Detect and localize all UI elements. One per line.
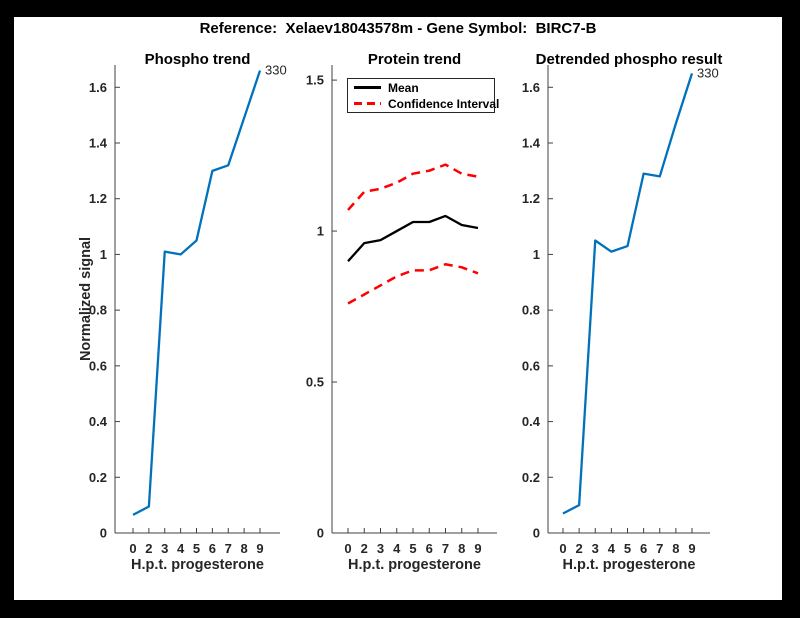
svg-text:8: 8 (241, 541, 248, 556)
legend-box: Mean Confidence Interval (347, 78, 499, 113)
svg-text:1.6: 1.6 (89, 80, 107, 95)
svg-text:0.6: 0.6 (522, 358, 540, 373)
svg-text:0.6: 0.6 (89, 358, 107, 373)
chart-protein-xlabel: H.p.t. progesterone (348, 557, 481, 573)
chart-1-series-mean (347, 214, 479, 263)
svg-text:6: 6 (209, 541, 216, 556)
svg-text:8: 8 (458, 541, 465, 556)
svg-text:9: 9 (688, 541, 695, 556)
svg-text:5: 5 (624, 541, 631, 556)
chart-2-tick-labels: 0 2 3 4 5 6 7 8 900.20.40.60.811.21.41.6 (522, 80, 696, 556)
svg-text:2: 2 (576, 541, 583, 556)
chart-phospho-xlabel: H.p.t. progesterone (131, 557, 264, 573)
legend-ci-line-sample (354, 102, 381, 105)
legend-mean-label: Mean (388, 80, 419, 95)
legend-row-confidence-interval: Confidence Interval (354, 97, 499, 111)
chart-1-axes (331, 65, 497, 534)
svg-text:2: 2 (145, 541, 152, 556)
legend-mean-line-sample (354, 86, 381, 89)
svg-text:5: 5 (193, 541, 200, 556)
svg-text:1.4: 1.4 (89, 136, 108, 151)
legend-row-mean: Mean (354, 80, 488, 95)
svg-text:0: 0 (559, 541, 566, 556)
svg-text:3: 3 (592, 541, 599, 556)
svg-text:6: 6 (640, 541, 647, 556)
svg-text:4: 4 (393, 541, 401, 556)
svg-text:3: 3 (377, 541, 384, 556)
svg-text:0: 0 (317, 526, 324, 541)
svg-text:1.2: 1.2 (89, 191, 107, 206)
svg-text:7: 7 (225, 541, 232, 556)
chart-protein-title: Protein trend (367, 51, 462, 68)
svg-text:1.6: 1.6 (522, 80, 540, 95)
svg-text:0: 0 (344, 541, 351, 556)
figure-title: Reference: Xelaev18043578m - Gene Symbol… (199, 20, 597, 37)
svg-text:0: 0 (129, 541, 136, 556)
chart-2-end-label: 330 (697, 65, 719, 80)
svg-text:1: 1 (317, 224, 324, 239)
chart-1-series-ci-lower (347, 263, 479, 305)
chart-0-end-label: 330 (265, 63, 287, 78)
svg-text:7: 7 (656, 541, 663, 556)
svg-text:9: 9 (474, 541, 481, 556)
svg-text:2: 2 (361, 541, 368, 556)
svg-text:8: 8 (672, 541, 679, 556)
chart-2-axes (547, 65, 710, 534)
svg-text:1: 1 (533, 247, 540, 262)
svg-text:0.8: 0.8 (522, 303, 540, 318)
chart-phospho-title: Phospho trend (144, 51, 251, 68)
chart-0-tick-labels: 0 2 3 4 5 6 7 8 900.20.40.60.811.21.41.6 (89, 80, 264, 556)
figure-canvas: Reference: Xelaev18043578m - Gene Symbol… (14, 17, 782, 600)
svg-text:3: 3 (161, 541, 168, 556)
chart-0-series-phospho-signal (132, 70, 262, 516)
chart-1-tick-labels: 0 2 3 4 5 6 7 8 900.511.5 (306, 73, 482, 556)
svg-text:9: 9 (256, 541, 263, 556)
svg-text:4: 4 (608, 541, 616, 556)
svg-text:1: 1 (100, 247, 107, 262)
chart-0-axes (114, 65, 280, 534)
chart-detrended-xlabel: H.p.t. progesterone (562, 557, 696, 573)
svg-text:1.4: 1.4 (522, 136, 541, 151)
svg-text:1.2: 1.2 (522, 191, 540, 206)
svg-text:7: 7 (442, 541, 449, 556)
svg-text:5: 5 (409, 541, 416, 556)
svg-text:4: 4 (177, 541, 185, 556)
svg-text:0.4: 0.4 (89, 414, 108, 429)
chart-2-series-detrended-phospho (562, 73, 694, 515)
svg-text:0.2: 0.2 (89, 470, 107, 485)
svg-text:1.5: 1.5 (306, 73, 324, 88)
chart-detrended-title: Detrended phospho result (535, 51, 723, 68)
svg-text:0.5: 0.5 (306, 375, 324, 390)
chart-1-plot: 0 2 3 4 5 6 7 8 900.511.5 (306, 65, 497, 556)
svg-text:6: 6 (426, 541, 433, 556)
legend-ci-label: Confidence Interval (388, 96, 500, 111)
svg-text:0: 0 (100, 526, 107, 541)
chart-1-series-ci-upper (347, 163, 479, 211)
svg-text:0.2: 0.2 (522, 470, 540, 485)
svg-text:0: 0 (533, 526, 540, 541)
svg-text:0.8: 0.8 (89, 303, 107, 318)
svg-text:0.4: 0.4 (522, 414, 541, 429)
